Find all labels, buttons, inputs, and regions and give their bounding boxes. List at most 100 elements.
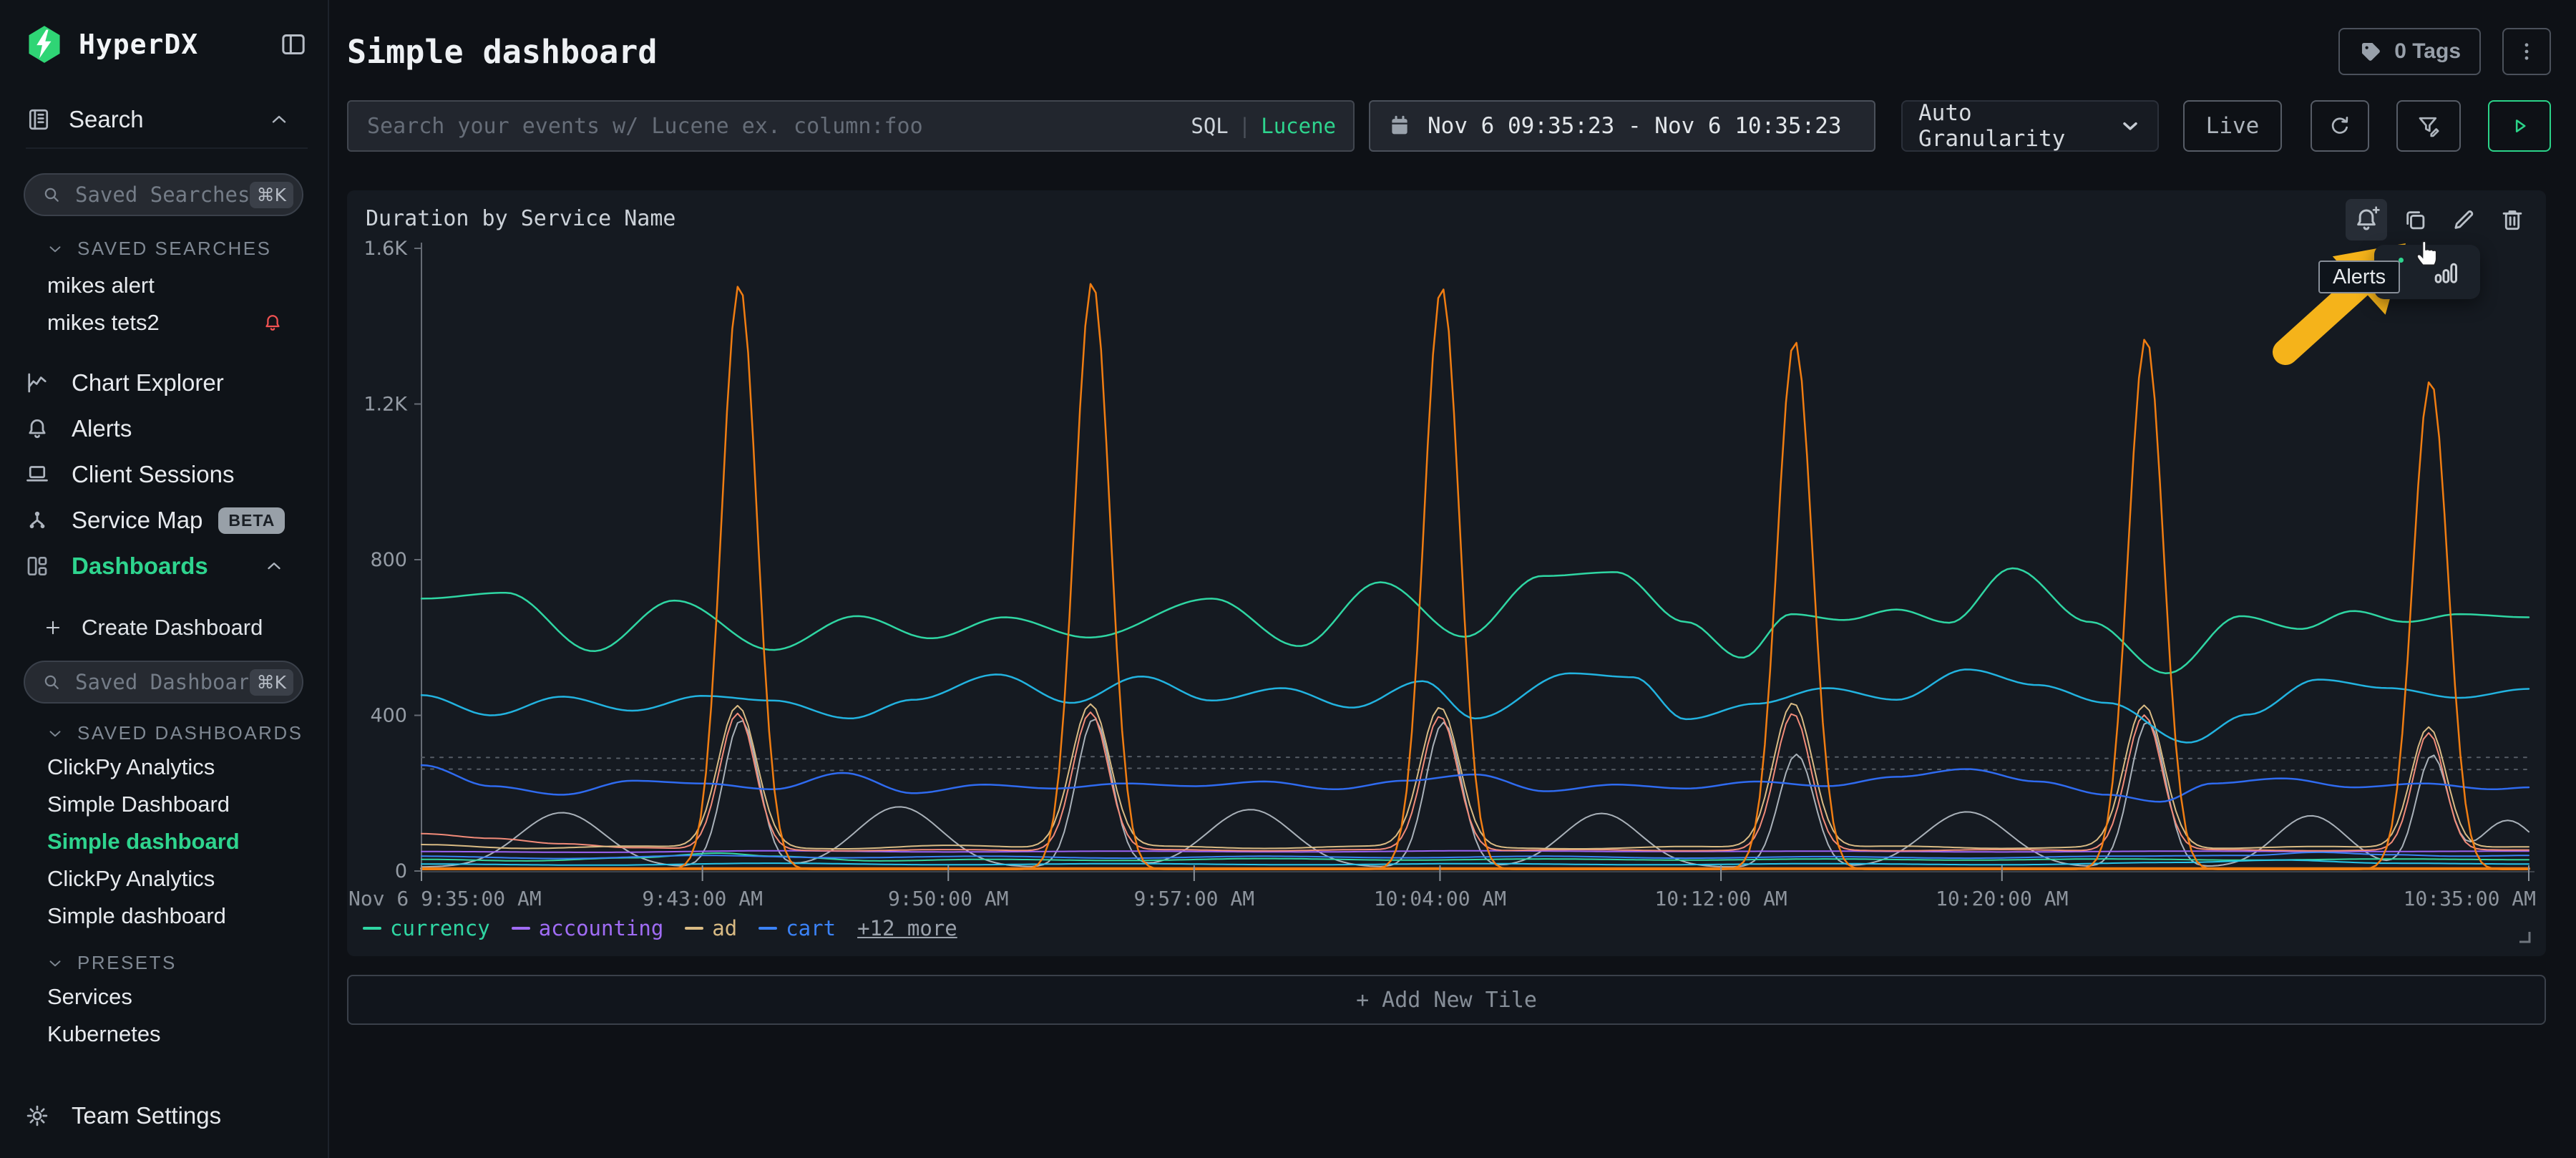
gear-icon [24,1103,50,1129]
copy-icon [2401,206,2429,233]
logo-row: HyperDX [26,21,308,67]
legend-item[interactable]: currency [363,916,490,940]
sidebar-item-dashboards[interactable]: Dashboards [0,543,328,589]
svg-text:1.2K: 1.2K [364,394,408,416]
sidebar-item-search[interactable]: Search [26,96,308,149]
create-dashboard-button[interactable]: Create Dashboard [43,608,308,648]
mode-sql[interactable]: SQL [1191,114,1229,138]
saved-searches-input[interactable] [74,182,250,208]
granularity-select[interactable]: Auto Granularity [1901,100,2159,152]
alerts-tooltip-chip: Alerts [2318,261,2401,293]
mode-lucene[interactable]: Lucene [1261,114,1336,138]
tags-label: 0 Tags [2394,39,2461,63]
saved-dashboard-item[interactable]: Simple dashboard [47,903,226,928]
play-icon [2507,114,2532,138]
saved-dashboard-item[interactable]: Simple dashboard [47,829,240,854]
plus-icon [43,618,63,638]
saved-dashboards-input[interactable] [74,669,250,695]
saved-searches-header[interactable]: SAVED SEARCHES [46,238,308,260]
live-button[interactable]: Live [2183,100,2282,152]
svg-text:9:43:00 AM: 9:43:00 AM [642,887,763,910]
alert-bell-icon [262,312,283,334]
dashboard-menu-button[interactable] [2502,28,2551,75]
mode-separator: | [1238,114,1252,138]
toolbar-row: SQL | Lucene Nov 6 09:35:23 - Nov 6 10:3… [347,100,2551,152]
chevron-down-icon [46,240,64,258]
add-new-tile-button[interactable]: + Add New Tile [347,975,2546,1025]
filter-button[interactable] [2396,100,2461,152]
chevron-down-icon [46,724,64,743]
saved-searches-input-wrap: ⌘K [24,173,303,216]
preset-item[interactable]: Services [47,984,132,1009]
chart-tile: Duration by Service Name [347,190,2546,956]
app-name: HyperDX [79,29,199,60]
legend-more-link[interactable]: +12 more [857,916,957,940]
time-range-picker[interactable]: Nov 6 09:35:23 - Nov 6 10:35:23 [1369,100,1875,152]
saved-dashboards-header[interactable]: SAVED DASHBOARDS [46,722,308,744]
legend-item[interactable]: cart [758,916,836,940]
sidebar-item-service-map[interactable]: Service Map BETA [0,497,328,543]
chart-title: Duration by Service Name [366,206,676,231]
svg-text:800: 800 [370,549,407,571]
main-content: Simple dashboard 0 Tags SQL | Lucene [329,0,2576,1158]
tags-button[interactable]: 0 Tags [2338,28,2481,75]
saved-dashboards-input-wrap: ⌘K [24,661,303,704]
add-new-tile-label: + Add New Tile [1356,987,1537,1013]
search-icon [41,671,62,693]
alerts-tooltip-label: Alerts [2333,265,2386,288]
bar-chart-icon [2433,258,2462,286]
filter-edit-icon [2416,113,2441,139]
tile-delete-button[interactable] [2492,199,2533,240]
beta-badge: BETA [218,507,286,534]
saved-dashboard-item[interactable]: ClickPy Analytics [47,754,215,779]
preset-item[interactable]: Kubernetes [47,1021,161,1046]
sidebar-item-client-sessions[interactable]: Client Sessions [0,452,328,497]
svg-text:9:57:00 AM: 9:57:00 AM [1134,887,1255,910]
sidebar: HyperDX Search ⌘K SAVED SEA [0,0,329,1158]
bell-plus-icon [2352,205,2381,234]
sidebar-item-team-settings[interactable]: Team Settings [24,1093,308,1139]
legend-item[interactable]: ad [685,916,737,940]
time-range-value: Nov 6 09:35:23 - Nov 6 10:35:23 [1428,113,1842,139]
sidebar-item-label: Search [69,106,144,132]
event-search-input[interactable] [366,112,1191,140]
refresh-button[interactable] [2311,100,2369,152]
nav-label: Service Map [72,507,203,533]
dashboards-icon [24,553,50,579]
status-dot [2399,258,2404,263]
calendar-icon [1387,114,1412,138]
service-map-icon [24,507,50,533]
chevron-up-icon[interactable] [268,108,291,131]
legend-item[interactable]: accounting [511,916,663,940]
tile-alert-button[interactable] [2346,199,2387,240]
run-query-button[interactable] [2488,100,2551,152]
page-title: Simple dashboard [347,32,658,71]
live-label: Live [2205,113,2260,139]
saved-search-item[interactable]: mikes tets2 [0,304,308,341]
laptop-icon [24,462,50,487]
saved-dashboard-item[interactable]: Simple Dashboard [47,792,230,817]
mouse-cursor-pointer [2409,232,2446,273]
svg-text:10:04:00 AM: 10:04:00 AM [1374,887,1506,910]
tile-edit-button[interactable] [2443,199,2484,240]
presets-header[interactable]: PRESETS [46,952,308,974]
pencil-icon [2450,206,2477,233]
sidebar-item-alerts[interactable]: Alerts [0,406,328,452]
svg-text:400: 400 [370,705,407,727]
tag-icon [2358,39,2383,64]
kebab-icon [2514,39,2539,64]
saved-dashboard-item[interactable]: ClickPy Analytics [47,866,215,891]
event-search-wrap: SQL | Lucene [347,100,1355,152]
svg-text:Nov 6 9:35:00 AM: Nov 6 9:35:00 AM [348,887,542,910]
saved-search-item[interactable]: mikes alert [47,273,155,298]
duration-chart[interactable]: 0 400 800 1.2K 1.6K Nov 6 9:35:00 AM 9:43:00 A… [347,190,2546,956]
presets-header-label: PRESETS [77,952,177,973]
chevron-up-icon[interactable] [263,555,285,577]
sidebar-item-chart-explorer[interactable]: Chart Explorer [0,360,328,406]
svg-text:10:35:00 AM: 10:35:00 AM [2404,887,2536,910]
chart-line-icon [24,370,50,396]
nav-label: Chart Explorer [72,369,224,396]
tile-duplicate-button[interactable] [2394,199,2436,240]
sidebar-nav: Chart Explorer Alerts Client Sessions Se… [0,360,328,589]
sidebar-collapse-icon[interactable] [279,30,308,59]
